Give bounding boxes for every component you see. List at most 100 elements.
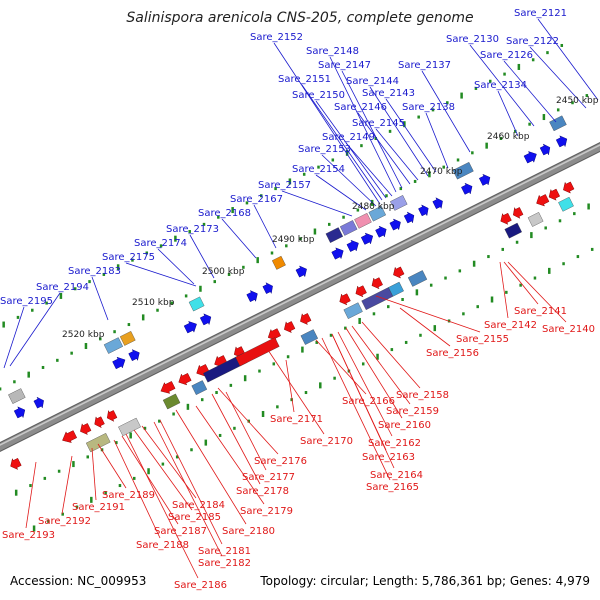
reverse-gene-label: Sare_2162 (368, 438, 421, 449)
reverse-gene-arrow (563, 181, 575, 194)
forward-gene-arrow (461, 182, 473, 195)
reverse-leader-line (195, 405, 265, 505)
forward-gene-label: Sare_2154 (292, 164, 345, 175)
ruler-dot (233, 426, 236, 430)
reverse-gene-arrow (536, 194, 550, 207)
reverse-gene-arrow-shape (393, 266, 405, 279)
reverse-gene-arrow (160, 381, 176, 394)
forward-gene-arrow-shape (262, 282, 273, 295)
kbp-tick-labels: 2450 kbp 2460 kbp 2470 kbp 2480 kbp 2490 kbp… (62, 96, 599, 340)
ruler-dot (358, 317, 361, 324)
ruler-dot (446, 101, 449, 105)
forward-gene-label: Sare_2157 (258, 180, 311, 191)
ruler-dot (428, 171, 431, 178)
ruler-dot (560, 43, 564, 47)
forward-leader-line (503, 60, 557, 123)
forward-leader-line (125, 262, 197, 287)
reverse-gene-label: Sare_2181 (198, 546, 251, 557)
ruler-dot (542, 114, 546, 121)
kbp-tick-label: 2480 kbp (352, 202, 395, 212)
ruler-dot (442, 165, 445, 169)
reverse-gene-box (300, 329, 319, 345)
forward-gene-box-shape (452, 162, 474, 180)
ruler-dot (546, 51, 549, 55)
ruler-dot (90, 496, 93, 503)
forward-leader-line (385, 98, 437, 173)
ruler-dot (204, 439, 208, 446)
reverse-leader-line (507, 261, 567, 323)
ruler-dot (227, 272, 231, 276)
ruler-dot (458, 269, 462, 273)
ruler-dot (376, 353, 379, 360)
ruler-dot (14, 489, 18, 496)
reverse-gene-label: Sare_2165 (366, 482, 419, 493)
ruler-dot (505, 290, 508, 294)
ruler-dot (186, 403, 190, 410)
kbp-tick-label: 2500 kbp (202, 267, 245, 277)
ruler-dot (356, 208, 360, 212)
ruler-dot (433, 325, 437, 332)
forward-gene-label: Sare_2137 (398, 60, 451, 71)
ruler-dot (156, 308, 159, 312)
forward-gene-arrow-shape (539, 143, 551, 156)
ruler-dot (260, 194, 263, 198)
forward-gene-label: Sare_2134 (474, 80, 527, 91)
forward-leader-line (315, 174, 367, 211)
reverse-gene-box (118, 417, 141, 437)
genome-title: Salinispora arenicola CNS-205, complete … (126, 10, 474, 26)
ruler-dot (147, 468, 150, 475)
reverse-gene-arrow (500, 212, 512, 225)
reverse-gene-arrow-shape (106, 410, 118, 422)
forward-gene-arrow-shape (478, 173, 491, 186)
reverse-gene-arrow (371, 277, 383, 290)
reverse-gene-arrow-shape (513, 206, 524, 219)
forward-gene-label: Sare_2149 (322, 132, 375, 143)
ruler-dot (102, 272, 106, 276)
ruler-dot (73, 287, 77, 291)
forward-leader-line (221, 218, 257, 259)
ruler-dot (302, 172, 306, 176)
reverse-leader-line (153, 421, 223, 557)
ruler-dot (286, 355, 290, 359)
reverse-gene-box (343, 302, 363, 319)
ruler-dot (415, 289, 419, 296)
reverse-gene-box (235, 337, 280, 367)
forward-gene-arrow-shape (360, 232, 374, 245)
ruler-dot (372, 312, 376, 316)
forward-gene-label: Sare_2183 (68, 266, 121, 277)
reverse-gene-label: Sare_2166 (342, 396, 395, 407)
forward-gene-box-shape (390, 195, 408, 211)
reverse-gene-label: Sare_2191 (72, 502, 125, 513)
reverse-gene-label: Sare_2141 (514, 306, 567, 317)
forward-gene-label: Sare_2173 (166, 224, 219, 235)
reverse-leader-line (141, 425, 197, 499)
forward-gene-arrow-shape (403, 211, 415, 224)
reverse-gene-box-shape (118, 417, 141, 437)
forward-gene-arrow (432, 197, 443, 210)
reverse-gene-arrow-shape (536, 194, 550, 207)
forward-gene-box-shape (549, 115, 567, 132)
reverse-gene-box (162, 393, 181, 410)
ruler-dot (558, 219, 562, 223)
forward-gene-arrow-shape (33, 396, 44, 409)
reverse-gene-arrow-shape (548, 188, 561, 201)
reverse-gene-label: Sare_2177 (242, 472, 295, 483)
ruler-dot (544, 226, 547, 230)
forward-gene-arrow (246, 290, 258, 303)
forward-leader-line (425, 112, 449, 169)
reverse-gene-arrow-shape (339, 293, 351, 306)
ruler-dot (456, 158, 460, 162)
ruler-dot (13, 380, 16, 384)
forward-gene-box (8, 388, 26, 404)
forward-gene-label: Sare_2126 (480, 50, 533, 61)
ruler-dot (45, 301, 48, 305)
ruler-dot (587, 203, 590, 210)
ruler-dot (585, 94, 589, 98)
reverse-gene-arrow (178, 373, 192, 386)
reverse-gene-label: Sare_2185 (168, 512, 221, 523)
forward-gene-arrow (523, 151, 537, 164)
ruler-dot (301, 346, 304, 353)
forward-gene-arrow-shape (523, 151, 537, 164)
forward-gene-arrow (128, 349, 140, 362)
forward-gene-box (549, 115, 567, 132)
